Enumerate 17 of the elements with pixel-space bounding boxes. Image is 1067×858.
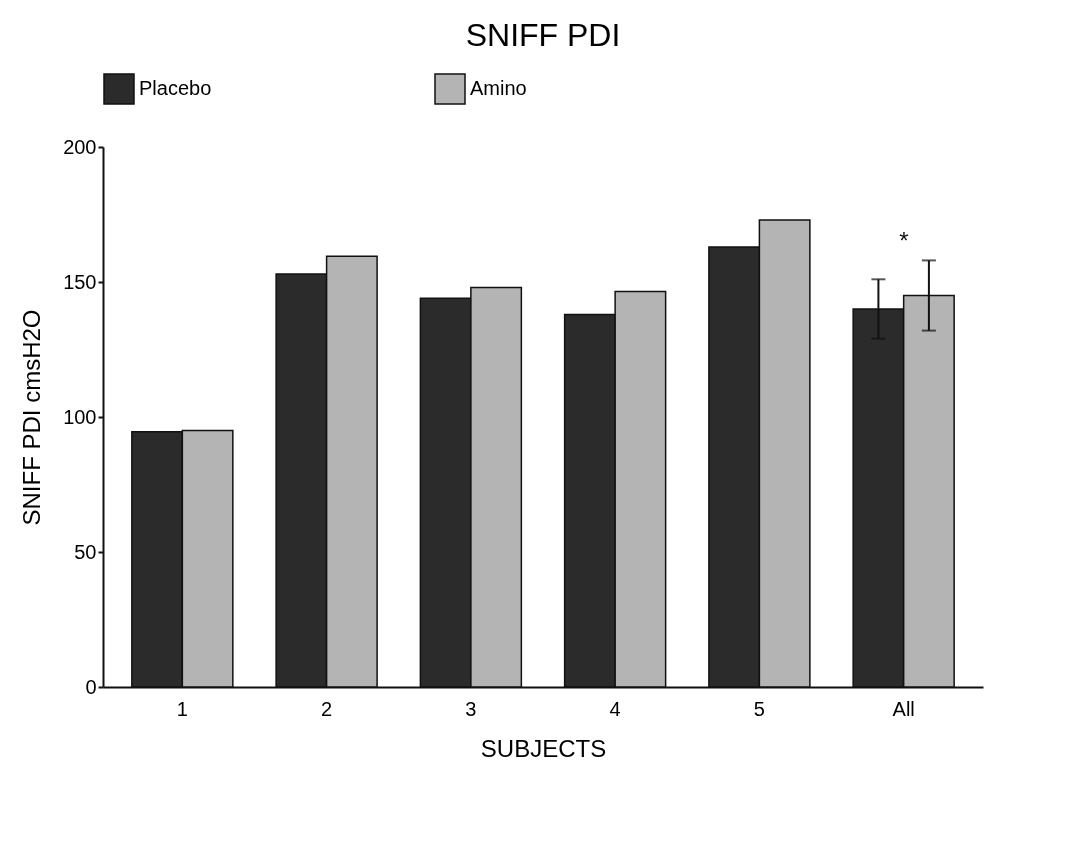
legend-label: Placebo bbox=[139, 77, 212, 99]
x-tick-label: 1 bbox=[176, 697, 188, 720]
y-axis-title: SNIFF PDI cmsH2O bbox=[18, 309, 46, 526]
y-tick-label: 0 bbox=[85, 675, 97, 698]
x-axis-title: SUBJECTS bbox=[480, 734, 607, 762]
y-tick-label: 100 bbox=[63, 405, 97, 428]
chart-title: SNIFF PDI bbox=[465, 17, 621, 53]
y-tick-label: 50 bbox=[74, 540, 97, 563]
x-tick-label: All bbox=[892, 697, 915, 720]
x-tick-label: 3 bbox=[465, 697, 477, 720]
legend-label: Amino bbox=[470, 77, 527, 99]
x-tick-label: 2 bbox=[321, 697, 333, 720]
annotation: * bbox=[899, 227, 909, 254]
y-tick-label: 150 bbox=[63, 270, 97, 293]
x-tick-label: 5 bbox=[753, 697, 765, 720]
y-tick-label: 200 bbox=[63, 135, 97, 158]
x-tick-label: 4 bbox=[609, 697, 621, 720]
